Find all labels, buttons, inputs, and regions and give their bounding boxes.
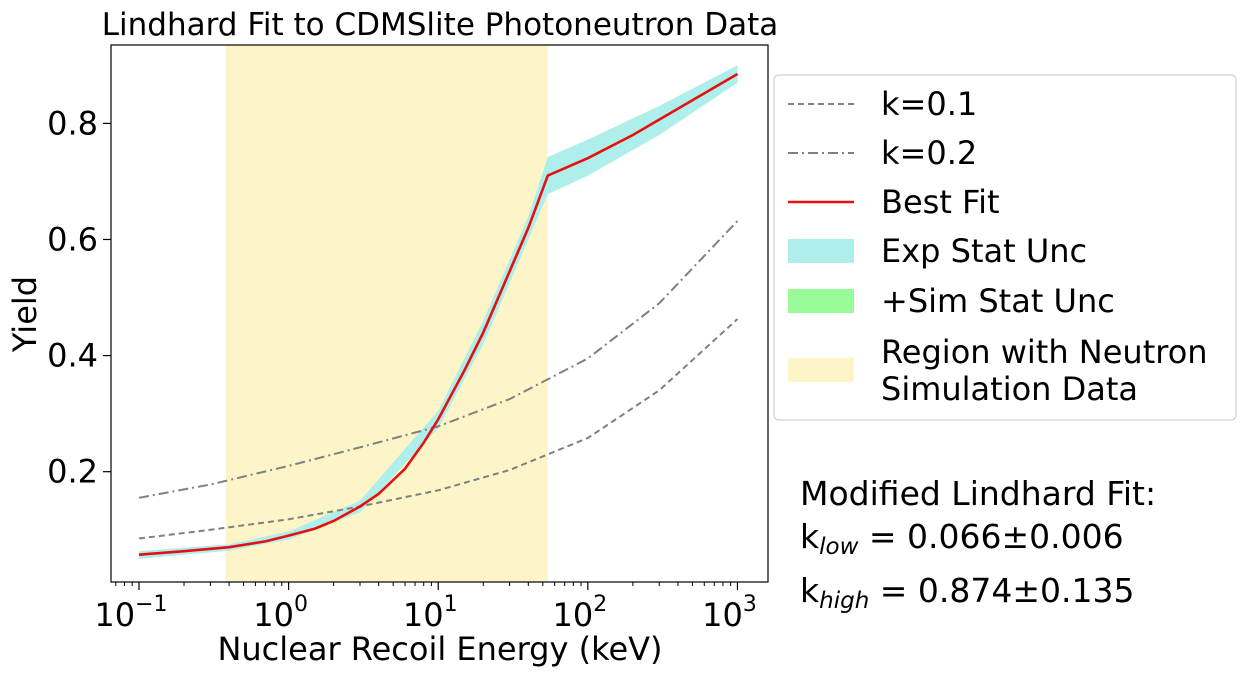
legend-swatch-4 [788,289,854,313]
x-tick-label: 103 [702,592,757,634]
plot-frame [110,44,769,583]
k-high-line: khigh = 0.874±0.135 [800,569,1156,623]
x-tick-label: 102 [552,592,607,634]
k-low-line: klow = 0.066±0.006 [800,515,1156,569]
axes: 10−1 100 101 102 103 0.2 0.4 0.6 0.8 [47,44,769,634]
x-tick-label: 100 [253,592,308,634]
legend-label-5: Region with Neutron [881,333,1208,371]
k-low-symbol: k [800,517,820,556]
legend-swatch-5 [788,358,854,382]
k-low-subscript: low [819,534,859,560]
legend-label-3: Exp Stat Unc [881,232,1087,270]
y-tick-label: 0.4 [47,337,98,375]
y-tick-label: 0.2 [47,453,98,491]
k-low-value: = 0.066±0.006 [858,517,1124,556]
fit-annotation: Modified Lindhard Fit: klow = 0.066±0.00… [800,472,1156,623]
legend-label-0: k=0.1 [881,85,977,123]
chart-title: Lindhard Fit to CDMSlite Photoneutron Da… [102,7,779,43]
x-tick-label: 101 [403,592,458,634]
legend-label-1: k=0.2 [881,134,977,172]
y-tick-label: 0.6 [47,220,98,258]
series-line-best-fit [138,72,739,556]
y-tick-label: 0.8 [47,104,98,142]
series-line-k-0-1 [138,318,739,540]
k-high-value: = 0.874±0.135 [869,571,1135,610]
k-high-symbol: k [800,571,820,610]
plot-area [138,45,739,582]
legend-swatch-3 [788,239,854,263]
uncertainty-band-0 [139,65,738,559]
legend: k=0.1 k=0.2 Best Fit Exp Stat Unc +Sim Stat … [773,74,1237,421]
k-high-subscript: high [819,588,870,614]
annotation-heading: Modified Lindhard Fit: [800,474,1157,513]
legend-box [773,74,1237,421]
y-axis-label: Yield [6,276,44,353]
legend-label-4: +Sim Stat Unc [881,282,1115,320]
x-tick-label: 10−1 [94,592,167,634]
legend-label-5-line2: Simulation Data [881,370,1138,408]
x-axis-label: Nuclear Recoil Energy (keV) [217,630,662,668]
legend-label-2: Best Fit [881,183,1000,221]
series-line-k-0-2 [138,220,739,499]
